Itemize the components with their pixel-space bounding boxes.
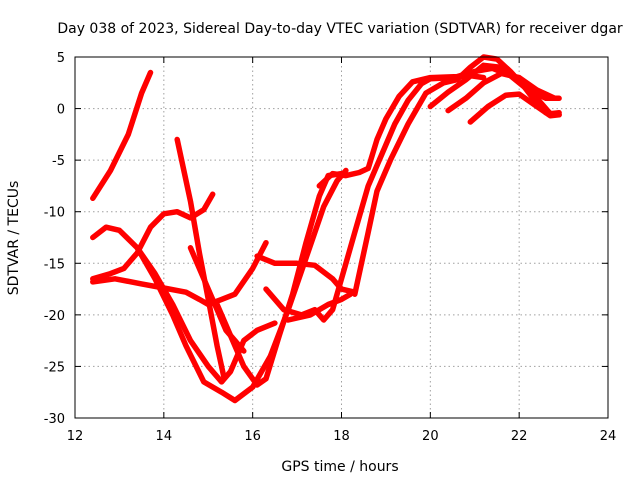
y-axis-label: SDTVAR / TECUs	[6, 181, 22, 296]
x-tick-label: 24	[600, 429, 617, 444]
sdtvar-trace-4	[90, 239, 269, 308]
axis-ticks: 12 14 16 18 20 22 24 5 0 -5 -10 -15 -20 -25 -30	[44, 51, 617, 444]
sdtvar-trace-5	[134, 167, 349, 404]
x-tick-label: 12	[67, 429, 84, 444]
x-tick-label: 22	[511, 429, 528, 444]
y-tick-label: -20	[44, 309, 65, 324]
x-tick-label: 14	[156, 429, 173, 444]
sdtvar-trace-1	[90, 69, 154, 202]
sdtvar-trace-16	[445, 70, 558, 114]
x-axis-label: GPS time / hours	[281, 459, 398, 475]
x-tick-label: 16	[244, 429, 261, 444]
sdtvar-trace-2	[90, 224, 278, 385]
plot-frame	[74, 56, 609, 419]
y-tick-label: -5	[52, 154, 65, 169]
y-tick-label: -15	[44, 257, 65, 272]
sdtvar-trace-8	[214, 170, 345, 388]
sdtvar-trace-15	[467, 91, 562, 125]
x-tick-label: 18	[333, 429, 350, 444]
sdtvar-trace-3	[90, 191, 216, 282]
y-tick-label: -30	[44, 412, 65, 427]
y-tick-label: -10	[44, 206, 65, 221]
y-tick-label: 0	[57, 103, 65, 118]
y-tick-label: -25	[44, 360, 65, 375]
sdtvar-trace-14	[427, 62, 562, 117]
x-tick-label: 20	[422, 429, 439, 444]
chart-title: Day 038 of 2023, Sidereal Day-to-day VTE…	[57, 21, 623, 37]
sdtvar-trace-9	[254, 253, 358, 295]
y-tick-label: 5	[57, 51, 65, 66]
data-series	[90, 54, 562, 404]
grid-lines	[75, 57, 608, 418]
